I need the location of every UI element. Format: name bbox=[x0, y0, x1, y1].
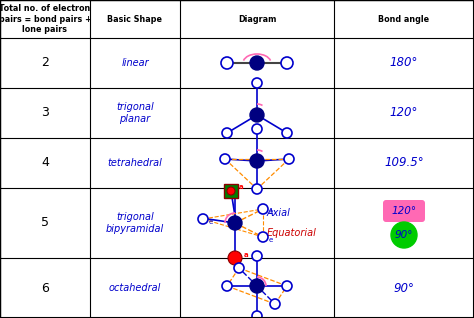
Circle shape bbox=[228, 251, 242, 265]
Text: 3: 3 bbox=[41, 107, 49, 120]
Circle shape bbox=[250, 108, 264, 122]
Circle shape bbox=[228, 216, 242, 230]
Text: Bond angle: Bond angle bbox=[378, 15, 429, 24]
Circle shape bbox=[227, 187, 235, 195]
Circle shape bbox=[391, 222, 417, 248]
Text: trigonal
bipyramidal: trigonal bipyramidal bbox=[106, 212, 164, 234]
Circle shape bbox=[222, 281, 232, 291]
Circle shape bbox=[198, 214, 208, 224]
Text: a: a bbox=[239, 184, 244, 190]
Text: Total no. of electron
pairs = bond pairs +
lone pairs: Total no. of electron pairs = bond pairs… bbox=[0, 4, 91, 34]
Text: Basic Shape: Basic Shape bbox=[108, 15, 163, 24]
Circle shape bbox=[221, 57, 233, 69]
Circle shape bbox=[250, 279, 264, 293]
Circle shape bbox=[270, 299, 280, 309]
Circle shape bbox=[281, 57, 293, 69]
Circle shape bbox=[252, 78, 262, 88]
Circle shape bbox=[258, 204, 268, 214]
Bar bbox=[224, 184, 238, 198]
Circle shape bbox=[252, 251, 262, 261]
Text: octahedral: octahedral bbox=[109, 283, 161, 293]
Text: 90°: 90° bbox=[395, 230, 413, 240]
Text: 4: 4 bbox=[41, 156, 49, 169]
Circle shape bbox=[252, 124, 262, 134]
Text: 180°: 180° bbox=[390, 57, 418, 70]
Text: linear: linear bbox=[121, 58, 149, 68]
Text: e: e bbox=[269, 237, 273, 243]
Text: 120°: 120° bbox=[392, 206, 417, 216]
Text: 90°: 90° bbox=[393, 281, 414, 294]
Circle shape bbox=[252, 184, 262, 194]
Text: Diagram: Diagram bbox=[238, 15, 276, 24]
Text: e: e bbox=[269, 209, 273, 215]
Circle shape bbox=[282, 281, 292, 291]
Text: 2: 2 bbox=[41, 57, 49, 70]
Circle shape bbox=[234, 263, 244, 273]
Text: a: a bbox=[244, 252, 249, 258]
Text: tetrahedral: tetrahedral bbox=[108, 158, 163, 168]
FancyBboxPatch shape bbox=[383, 200, 425, 222]
Circle shape bbox=[284, 154, 294, 164]
Text: 5: 5 bbox=[41, 217, 49, 230]
Circle shape bbox=[282, 128, 292, 138]
Text: trigonal
planar: trigonal planar bbox=[116, 102, 154, 124]
Text: Axial: Axial bbox=[267, 208, 291, 218]
Text: 120°: 120° bbox=[390, 107, 418, 120]
Circle shape bbox=[250, 56, 264, 70]
Circle shape bbox=[250, 154, 264, 168]
Text: Equatorial: Equatorial bbox=[267, 228, 317, 238]
Circle shape bbox=[258, 232, 268, 242]
Text: 109.5°: 109.5° bbox=[384, 156, 424, 169]
Text: e: e bbox=[209, 219, 213, 225]
Circle shape bbox=[252, 311, 262, 318]
Circle shape bbox=[220, 154, 230, 164]
Circle shape bbox=[222, 128, 232, 138]
Text: 6: 6 bbox=[41, 281, 49, 294]
